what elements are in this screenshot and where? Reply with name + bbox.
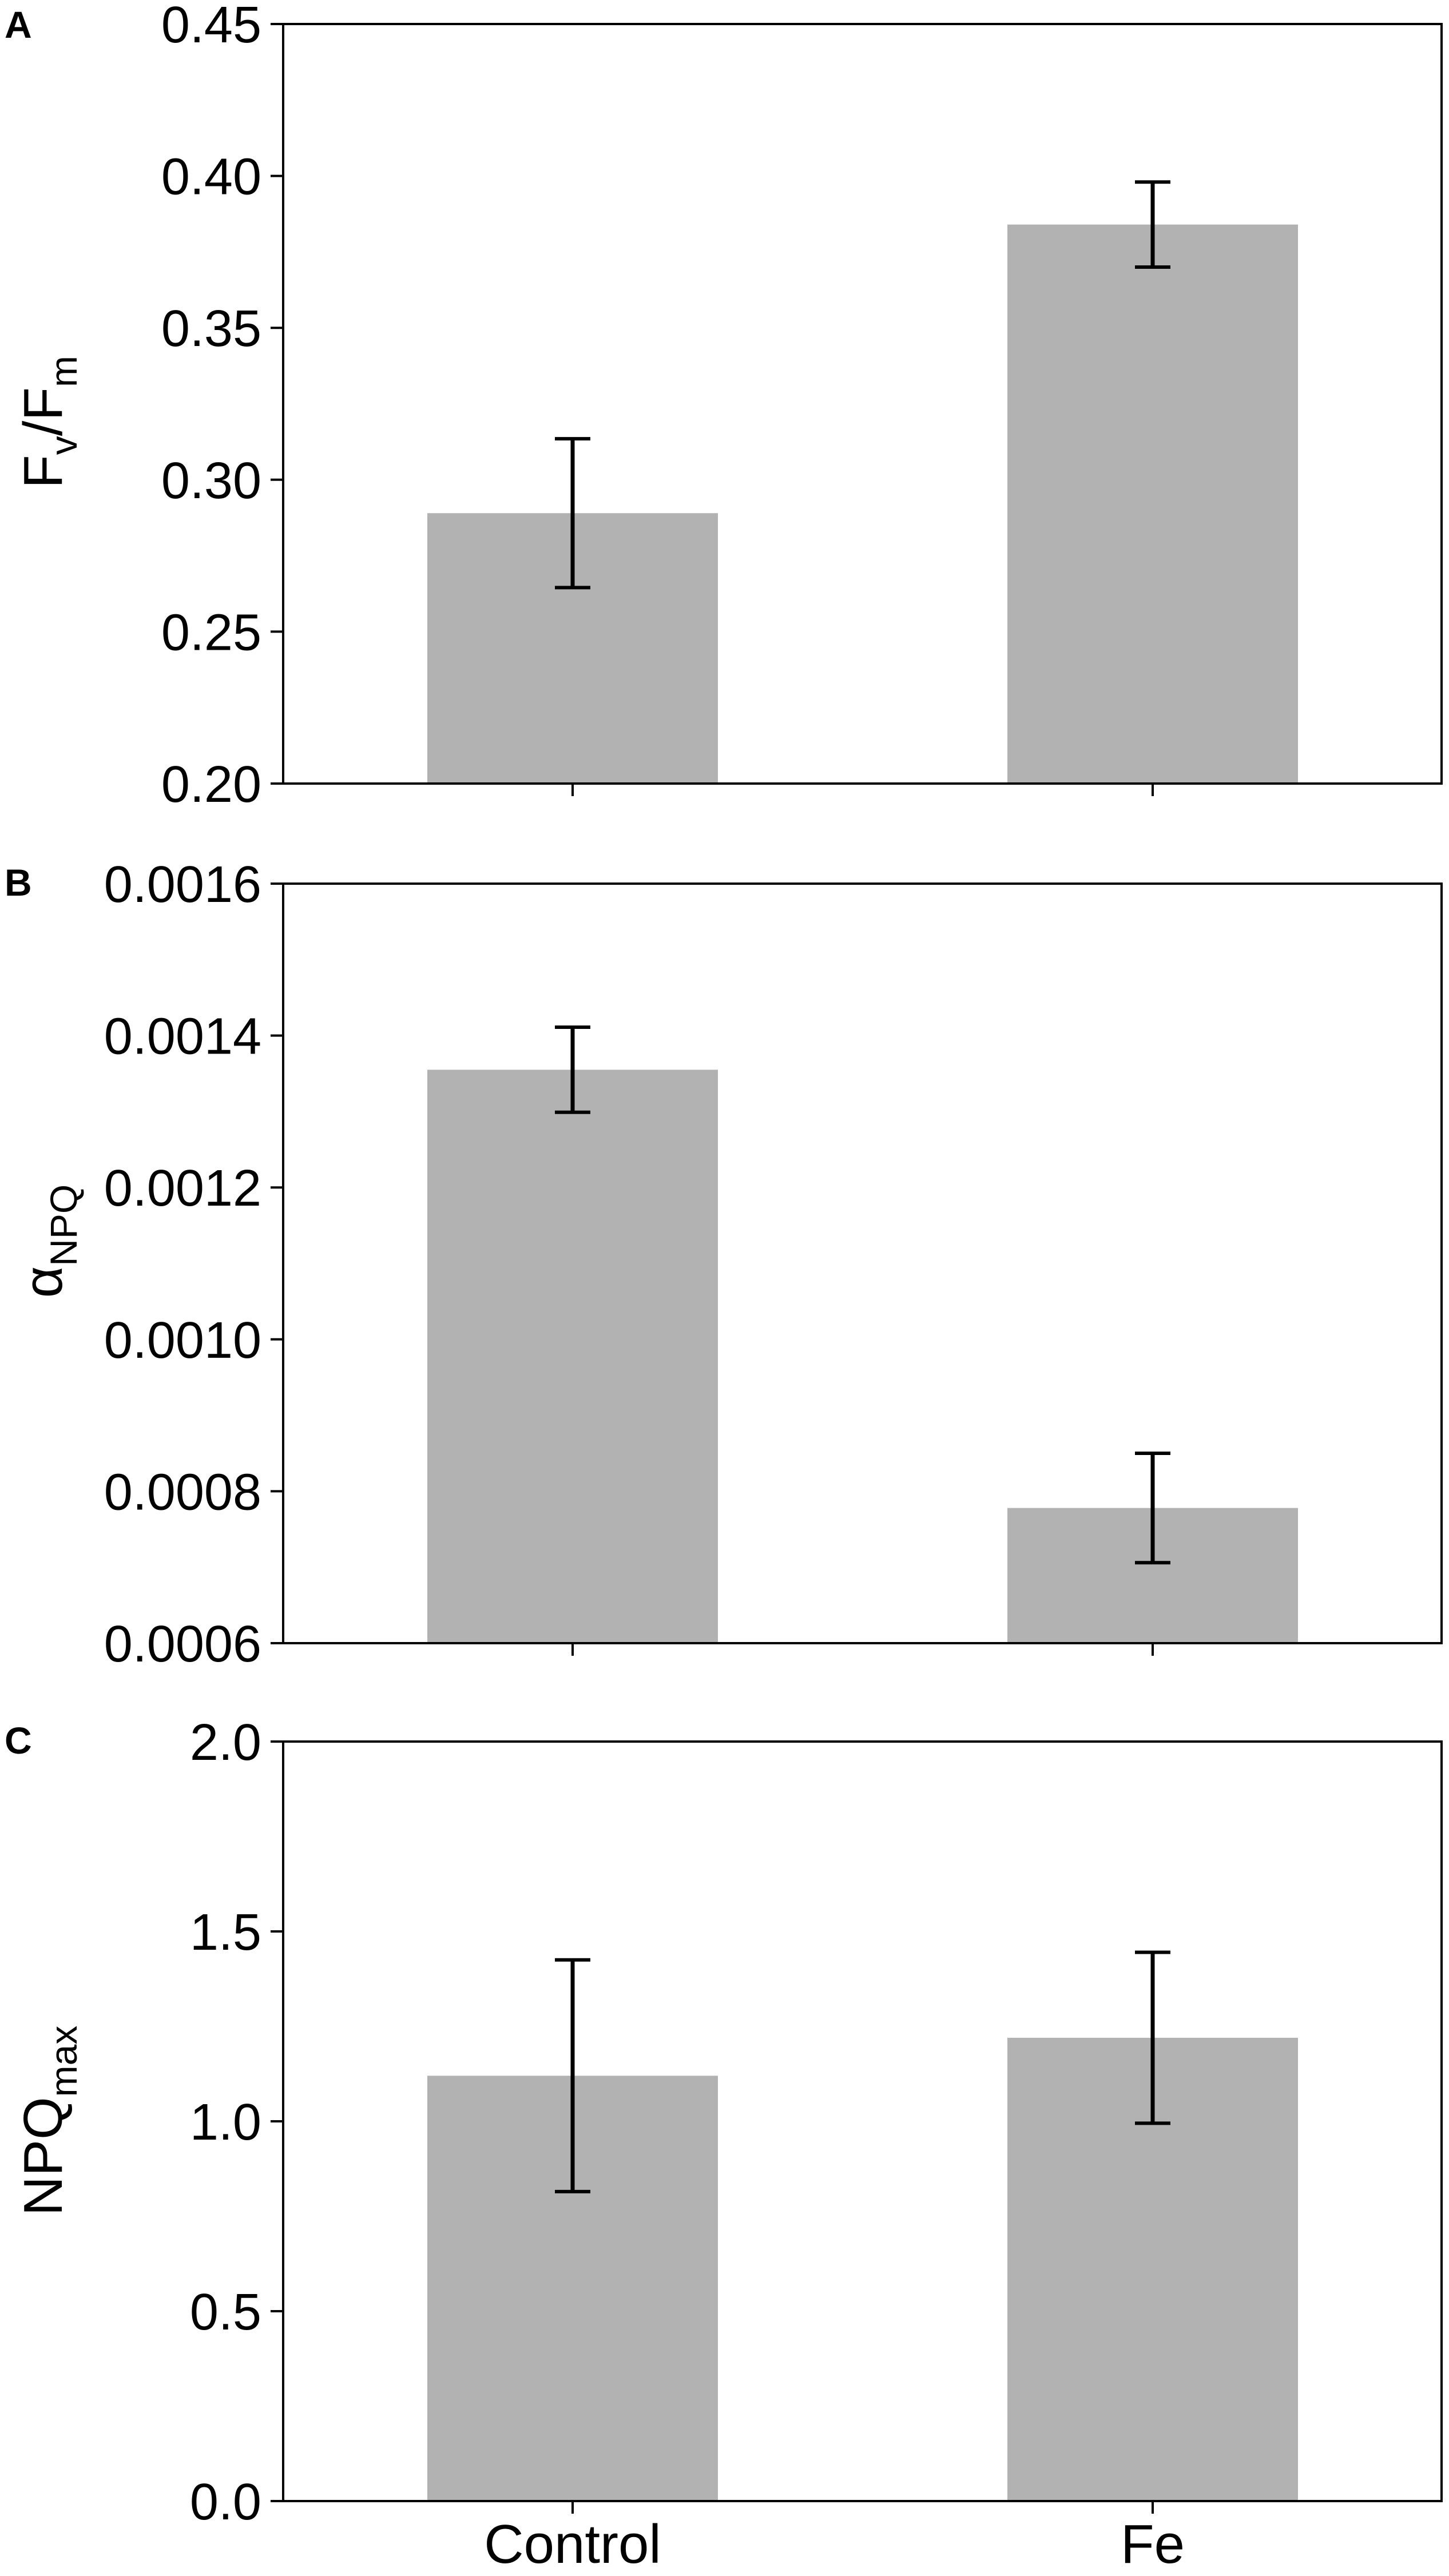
panel-a-x-ticks	[571, 784, 1154, 796]
panel-a-letter: A	[5, 3, 32, 46]
panel-b-y-tick-label: 0.0012	[104, 1160, 261, 1217]
panel-c-y-ticks: 0.0 0.5 1.0 1.5 2.0	[190, 1714, 283, 2531]
panel-c-y-axis-label: NPQmax	[13, 2026, 85, 2216]
panel-b-y-tick-label: 0.0016	[104, 856, 261, 913]
panel-a-y-axis-title-sep: /F	[13, 387, 74, 436]
panel-c-y-tick-label: 0.5	[190, 2284, 261, 2341]
panel-a-axes-frame	[282, 23, 1443, 785]
panel-b-y-tick-label: 0.0008	[104, 1464, 261, 1521]
panel-a-y-axis-title-sub2: m	[42, 356, 85, 387]
panel-b-y-tick-label: 0.0010	[104, 1312, 261, 1369]
panel-c-letter: C	[5, 1719, 32, 1762]
panel-b-y-axis-title: αNPQ	[13, 1184, 85, 1298]
panel-c-y-axis-title-main: NPQ	[13, 2097, 74, 2216]
panel-b-axes-frame	[282, 882, 1443, 1644]
panel-c-x-tick-label: Control	[484, 2514, 661, 2575]
panel-c-error-bar-fe	[1135, 1950, 1170, 2125]
panel-b-error-bar-fe	[1135, 1452, 1170, 1565]
panel-a-bar-fe	[1007, 224, 1298, 784]
panel-a-error-bar-control	[555, 437, 590, 590]
panel-a-y-ticks: 0.20 0.25 0.30 0.35 0.40 0.45	[161, 0, 283, 813]
panel-c-error-bar-control	[555, 1958, 590, 2193]
panel-b-y-tick-label: 0.0014	[104, 1008, 261, 1066]
panel-c-x-tick-label: Fe	[1121, 2514, 1185, 2575]
panel-b-y-axis-title-main: α	[13, 1266, 74, 1298]
panel-a: A Fv/Fm 0.20 0.25 0.30 0.35 0.40 0.45	[5, 0, 1443, 813]
panel-c-y-axis-title: NPQmax	[13, 2026, 85, 2216]
panel-b-x-ticks	[571, 1643, 1154, 1656]
panel-a-y-tick-label: 0.40	[161, 149, 261, 206]
panel-b: B αNPQ 0.00060.00080.00100.00120.00140.0…	[5, 856, 1443, 1673]
panel-b-letter: B	[5, 861, 32, 904]
panel-b-error-bars	[555, 1025, 1170, 1565]
panel-c-y-tick-label: 1.0	[190, 2094, 261, 2151]
panel-a-y-tick-label: 0.35	[161, 300, 261, 357]
panel-a-y-tick-label: 0.20	[161, 756, 261, 813]
panel-b-y-axis-title-sub: NPQ	[42, 1184, 85, 1266]
panel-c-y-tick-label: 1.5	[190, 1904, 261, 1961]
panel-a-error-bars	[555, 180, 1170, 590]
panel-b-bar-control	[427, 1070, 718, 1643]
panel-c-x-ticks: Control Fe	[484, 2501, 1185, 2575]
panel-c-y-axis-title-sub: max	[42, 2026, 85, 2097]
panel-a-bars	[427, 224, 1298, 784]
panel-b-y-axis-label: αNPQ	[13, 1184, 85, 1298]
panel-c-error-bars	[555, 1950, 1170, 2193]
panel-a-y-axis-title: Fv/Fm	[13, 356, 85, 488]
panel-a-y-tick-label: 0.30	[161, 452, 261, 510]
panel-b-y-ticks: 0.0006 0.0008 0.0010 0.0012 0.0014 0.0016	[104, 856, 283, 1673]
panel-a-error-bar-fe	[1135, 180, 1170, 269]
panel-b-error-bar-control	[555, 1025, 590, 1114]
panel-b-bars	[427, 1070, 1298, 1643]
panel-a-y-axis-title-main: F	[13, 455, 74, 488]
panel-c-y-tick-label: 2.0	[190, 1714, 261, 1771]
panel-a-y-axis-title-sub: v	[42, 436, 85, 455]
panel-b-y-tick-label: 0.0006	[104, 1616, 261, 1673]
panel-a-y-axis-label: Fv/Fm	[13, 356, 85, 488]
panel-a-y-tick-label: 0.45	[161, 0, 261, 54]
panel-a-y-tick-label: 0.25	[161, 604, 261, 661]
panel-c-y-tick-label: 0.0	[190, 2474, 261, 2531]
panel-c: C NPQmax 0.0 0.5 1.0 1.5 2.0 Control Fe	[5, 1714, 1443, 2575]
